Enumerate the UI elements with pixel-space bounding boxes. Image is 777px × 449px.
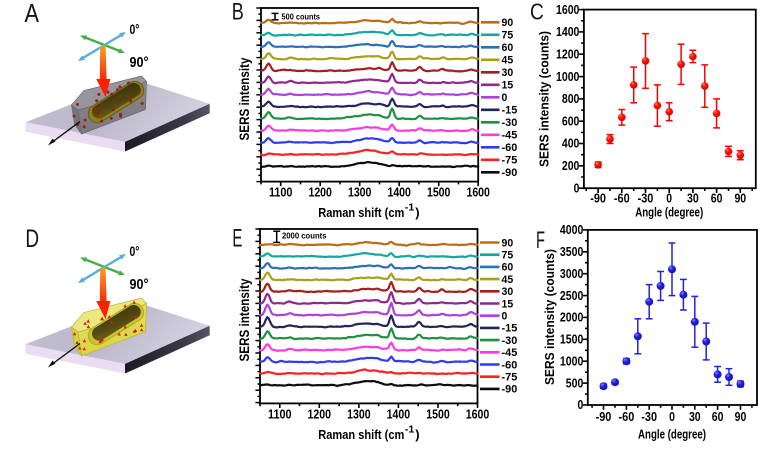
svg-text:3500: 3500 <box>560 245 583 259</box>
svg-text:1600: 1600 <box>556 3 579 17</box>
svg-text:-1: -1 <box>405 424 415 436</box>
svg-text:-15: -15 <box>502 323 518 335</box>
svg-text:60: 60 <box>712 410 724 424</box>
svg-text:1100: 1100 <box>269 185 293 199</box>
svg-text:0: 0 <box>502 92 508 104</box>
svg-text:Raman shift (cm: Raman shift (cm <box>318 427 404 442</box>
svg-text:-30: -30 <box>638 192 654 206</box>
svg-text:-90: -90 <box>502 384 518 396</box>
svg-text:-15: -15 <box>502 105 518 117</box>
svg-text:75: 75 <box>502 30 514 42</box>
svg-text:-45: -45 <box>502 130 518 142</box>
svg-text:-90: -90 <box>502 167 518 179</box>
svg-text:): ) <box>415 427 419 442</box>
svg-text:200: 200 <box>562 159 580 173</box>
svg-text:1200: 1200 <box>308 408 332 422</box>
svg-text:600: 600 <box>562 114 580 128</box>
svg-text:0°: 0° <box>130 22 140 37</box>
svg-text:1000: 1000 <box>556 70 579 84</box>
svg-text:1600: 1600 <box>466 408 490 422</box>
svg-text:60: 60 <box>502 42 514 54</box>
svg-text:-30: -30 <box>641 410 657 424</box>
svg-text:30: 30 <box>502 286 514 298</box>
svg-text:0: 0 <box>669 410 675 424</box>
svg-text:-60: -60 <box>502 359 518 371</box>
svg-text:-75: -75 <box>502 155 518 167</box>
svg-text:3000: 3000 <box>560 267 583 281</box>
svg-text:0: 0 <box>574 181 580 195</box>
svg-text:1100: 1100 <box>268 408 292 422</box>
svg-text:15: 15 <box>502 298 514 310</box>
svg-text:-30: -30 <box>502 117 518 129</box>
svg-text:90: 90 <box>502 237 514 249</box>
svg-text:15: 15 <box>502 80 514 92</box>
svg-text:-45: -45 <box>502 347 518 359</box>
svg-text:-60: -60 <box>502 142 518 154</box>
svg-text:SERS intensity: SERS intensity <box>237 57 252 140</box>
svg-text:90°: 90° <box>130 55 149 71</box>
svg-text:90: 90 <box>735 410 747 424</box>
svg-text:90: 90 <box>734 192 746 206</box>
svg-text:SERS intensity: SERS intensity <box>237 278 252 361</box>
svg-text:1400: 1400 <box>387 185 411 199</box>
svg-text:1200: 1200 <box>308 185 332 199</box>
svg-text:1300: 1300 <box>348 185 372 199</box>
svg-text:1400: 1400 <box>387 408 411 422</box>
svg-text:90: 90 <box>502 17 514 29</box>
svg-text:E: E <box>232 225 242 253</box>
svg-text:0°: 0° <box>130 244 140 259</box>
svg-text:1200: 1200 <box>556 48 579 62</box>
svg-text:Angle (degree): Angle (degree) <box>638 427 706 442</box>
svg-text:500 counts: 500 counts <box>282 11 321 21</box>
svg-text:C: C <box>530 0 544 24</box>
svg-text:60: 60 <box>711 192 723 206</box>
svg-text:400: 400 <box>562 137 580 151</box>
svg-text:F: F <box>536 227 545 254</box>
svg-text:B: B <box>232 0 244 26</box>
svg-text:Angle (degree): Angle (degree) <box>635 205 703 220</box>
svg-text:30: 30 <box>689 410 701 424</box>
svg-text:SERS intensity (counts): SERS intensity (counts) <box>543 249 557 385</box>
svg-text:-90: -90 <box>590 192 606 206</box>
svg-text:-1: -1 <box>405 202 415 214</box>
svg-text:1500: 1500 <box>426 408 450 422</box>
svg-text:0: 0 <box>502 311 508 323</box>
svg-text:60: 60 <box>502 262 514 274</box>
svg-text:): ) <box>415 205 419 220</box>
svg-text:45: 45 <box>502 274 514 286</box>
svg-text:1300: 1300 <box>347 408 371 422</box>
svg-text:D: D <box>25 225 39 253</box>
svg-text:4000: 4000 <box>560 223 583 237</box>
svg-text:30: 30 <box>502 67 514 79</box>
svg-text:75: 75 <box>502 250 514 262</box>
svg-text:-60: -60 <box>614 192 630 206</box>
svg-text:1000: 1000 <box>560 354 583 368</box>
svg-text:0: 0 <box>666 192 672 206</box>
svg-text:500: 500 <box>566 376 584 390</box>
svg-text:-90: -90 <box>596 410 612 424</box>
svg-text:30: 30 <box>687 192 699 206</box>
svg-text:1500: 1500 <box>560 333 583 347</box>
svg-text:45: 45 <box>502 55 514 67</box>
svg-text:2000: 2000 <box>560 311 583 325</box>
svg-text:800: 800 <box>562 92 580 106</box>
svg-text:-30: -30 <box>502 335 518 347</box>
svg-text:-60: -60 <box>619 410 635 424</box>
svg-text:SERS intensity (counts): SERS intensity (counts) <box>538 31 552 167</box>
svg-text:2000 counts: 2000 counts <box>282 231 327 241</box>
svg-text:2500: 2500 <box>560 289 583 303</box>
svg-text:0: 0 <box>578 398 584 412</box>
svg-text:90°: 90° <box>130 277 149 293</box>
svg-text:1400: 1400 <box>556 25 579 39</box>
svg-text:Raman shift (cm: Raman shift (cm <box>318 205 404 220</box>
svg-text:-75: -75 <box>502 372 518 384</box>
svg-text:1600: 1600 <box>466 185 490 199</box>
svg-text:A: A <box>25 0 40 28</box>
svg-text:1500: 1500 <box>427 185 451 199</box>
